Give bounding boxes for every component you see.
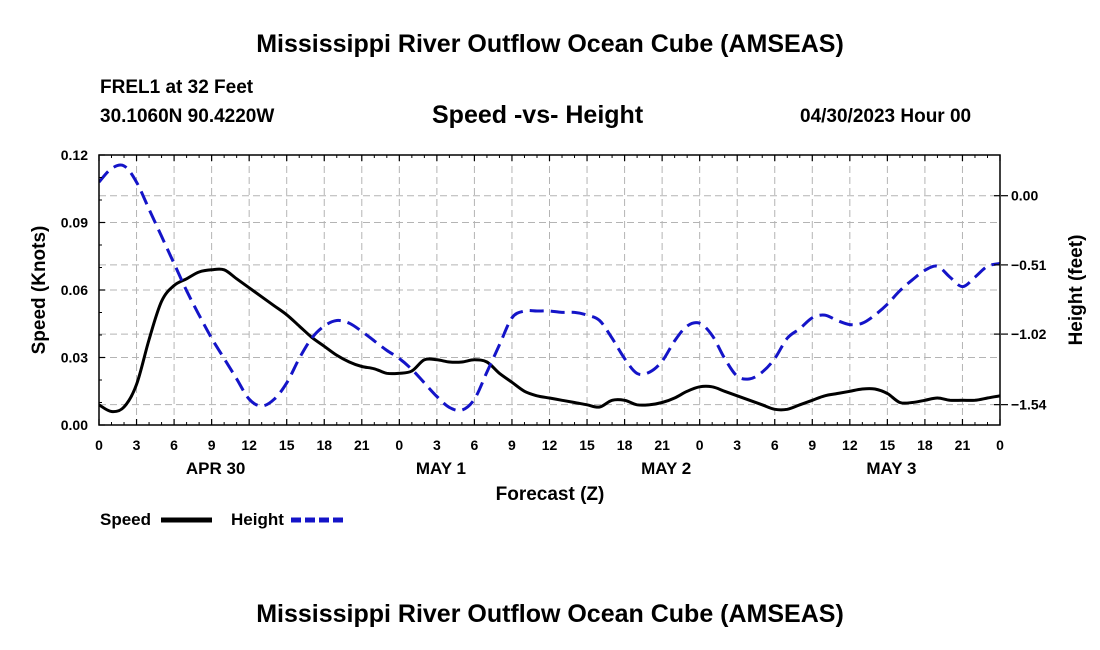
- axis-labels: 0 3 6 9 12 15 18 21 0 3 6 9 12 15 18 21 0 3 6 9 12 15 18 21 0 APR…: [29, 147, 1087, 505]
- y-tick-label: 0.12: [61, 147, 88, 163]
- x-tick-label: 3: [733, 437, 741, 453]
- x-tick-label: 9: [808, 437, 816, 453]
- y-axis-title: Speed (Knots): [29, 226, 50, 355]
- x-tick-label: 12: [542, 437, 558, 453]
- date-label: APR 30: [186, 459, 246, 478]
- date-label: MAY 1: [416, 459, 466, 478]
- x-tick-label: 3: [133, 437, 141, 453]
- x-tick-label: 9: [208, 437, 216, 453]
- x-tick-label: 21: [354, 437, 370, 453]
- x-tick-label: 15: [579, 437, 595, 453]
- data-series: [99, 163, 1000, 414]
- speed-series-line: [99, 267, 1000, 414]
- x-tick-label: 0: [95, 437, 103, 453]
- coordinates-label: 30.1060N 90.4220W: [100, 106, 275, 127]
- date-label: MAY 2: [641, 459, 691, 478]
- height-series-line: [99, 163, 1000, 413]
- footer-title: Mississippi River Outflow Ocean Cube (AM…: [256, 600, 844, 628]
- legend-height-label: Height: [231, 510, 284, 529]
- y2-axis-title: Height (feet): [1066, 235, 1087, 346]
- x-tick-label: 6: [471, 437, 479, 453]
- legend-speed-label: Speed: [100, 510, 151, 529]
- x-tick-label: 0: [696, 437, 704, 453]
- x-tick-label: 15: [279, 437, 295, 453]
- legend: Speed Height: [100, 510, 343, 529]
- x-tick-label: 15: [880, 437, 896, 453]
- x-tick-label: 6: [170, 437, 178, 453]
- x-axis-title: Forecast (Z): [496, 484, 605, 505]
- y-tick-label: 0.03: [61, 350, 88, 366]
- y-tick-label: 0.00: [61, 417, 88, 433]
- date-label: MAY 3: [866, 459, 916, 478]
- x-tick-label: 18: [917, 437, 933, 453]
- x-tick-label: 3: [433, 437, 441, 453]
- x-tick-label: 18: [316, 437, 332, 453]
- chart-subtitle: Speed -vs- Height: [432, 101, 644, 129]
- x-tick-label: 21: [955, 437, 971, 453]
- station-label: FREL1 at 32 Feet: [100, 77, 254, 98]
- grid-lines: [99, 155, 1000, 425]
- x-tick-label: 0: [395, 437, 403, 453]
- y2-tick-label: −1.54: [1011, 397, 1047, 413]
- x-tick-label: 0: [996, 437, 1004, 453]
- x-tick-label: 21: [654, 437, 670, 453]
- x-tick-label: 12: [241, 437, 257, 453]
- y2-tick-label: 0.00: [1011, 188, 1038, 204]
- y2-tick-label: −1.02: [1011, 326, 1047, 342]
- chart-title: Mississippi River Outflow Ocean Cube (AM…: [256, 30, 844, 58]
- y-tick-label: 0.09: [61, 215, 88, 231]
- y-tick-label: 0.06: [61, 282, 88, 298]
- x-tick-label: 18: [617, 437, 633, 453]
- x-tick-label: 6: [771, 437, 779, 453]
- x-tick-label: 12: [842, 437, 858, 453]
- forecast-datetime: 04/30/2023 Hour 00: [800, 106, 972, 127]
- axis-ticks: [98, 154, 1008, 426]
- x-tick-label: 9: [508, 437, 516, 453]
- y2-tick-label: −0.51: [1011, 257, 1047, 273]
